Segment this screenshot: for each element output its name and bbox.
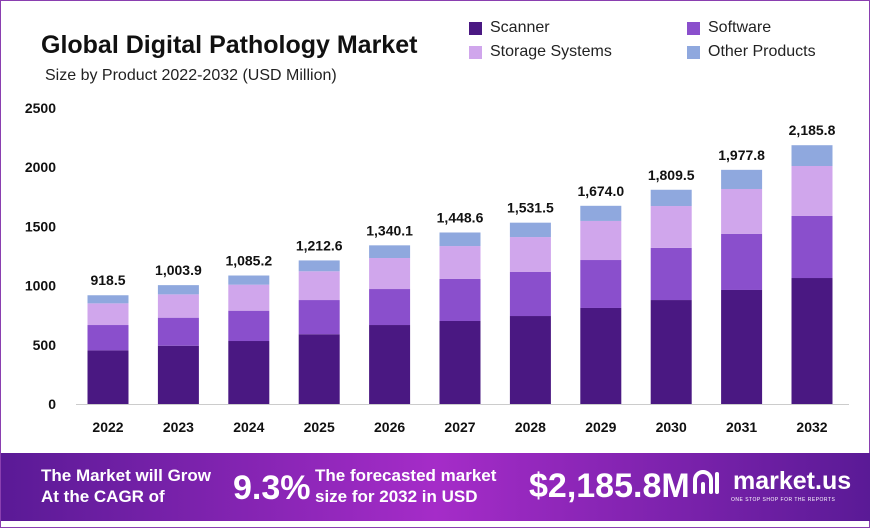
forecast-value: $2,185.8M bbox=[529, 467, 690, 505]
bar-segment-scanner bbox=[650, 300, 692, 404]
bar-segment-storage-systems bbox=[580, 220, 622, 261]
bar-segment-other-products bbox=[228, 275, 270, 285]
total-label: 1,448.6 bbox=[437, 209, 484, 225]
logo-tagline: ONE STOP SHOP FOR THE REPORTS bbox=[731, 497, 836, 503]
logo-text: market.us bbox=[733, 467, 852, 495]
bar-segment-scanner bbox=[228, 341, 270, 404]
legend-swatch bbox=[469, 45, 482, 59]
cagr-value: 9.3% bbox=[233, 469, 311, 507]
grow-text-2: At the CAGR of bbox=[41, 487, 165, 506]
x-tick-label: 2028 bbox=[515, 419, 546, 435]
legend-item: Other Products bbox=[687, 43, 847, 61]
legend-label: Other Products bbox=[708, 43, 816, 60]
bar-segment-software bbox=[228, 310, 270, 342]
x-tick-label: 2032 bbox=[796, 419, 827, 435]
x-tick-label: 2022 bbox=[92, 419, 123, 435]
legend-item: Scanner bbox=[469, 19, 687, 37]
y-tick-label: 500 bbox=[33, 337, 57, 353]
bar-segment-software bbox=[791, 215, 833, 279]
total-label: 1,977.8 bbox=[718, 147, 765, 163]
bar-segment-other-products bbox=[580, 205, 622, 221]
bar-segment-other-products bbox=[721, 169, 763, 189]
logo-icon bbox=[693, 469, 719, 494]
y-tick-label: 1000 bbox=[25, 278, 56, 294]
bar-segment-scanner bbox=[298, 334, 340, 404]
bar-segment-other-products bbox=[650, 189, 692, 207]
total-label: 1,809.5 bbox=[648, 167, 695, 183]
x-tick-label: 2030 bbox=[656, 419, 687, 435]
grow-text-1: The Market will Grow bbox=[41, 466, 212, 485]
total-label: 1,531.5 bbox=[507, 200, 554, 216]
bar-segment-software bbox=[650, 247, 692, 301]
bar-segment-storage-systems bbox=[721, 188, 763, 234]
legend-swatch bbox=[469, 21, 482, 35]
bar-segment-scanner bbox=[721, 289, 763, 404]
x-tick-label: 2025 bbox=[304, 419, 335, 435]
total-label: 1,085.2 bbox=[225, 253, 272, 269]
bar-segment-software bbox=[439, 278, 481, 322]
legend-label: Storage Systems bbox=[490, 43, 612, 60]
bar-segment-other-products bbox=[509, 222, 551, 238]
bar-segment-software bbox=[369, 289, 411, 326]
bar-segment-storage-systems bbox=[791, 166, 833, 216]
bar-segment-other-products bbox=[87, 295, 129, 304]
bar-segment-storage-systems bbox=[650, 206, 692, 248]
legend-item: Software bbox=[687, 19, 847, 37]
bar-segment-software bbox=[509, 271, 551, 317]
x-tick-label: 2031 bbox=[726, 419, 757, 435]
total-label: 1,003.9 bbox=[155, 262, 202, 278]
bar-segment-storage-systems bbox=[439, 246, 481, 279]
bar-segment-software bbox=[580, 260, 622, 308]
bar-segment-other-products bbox=[298, 260, 340, 272]
bar-segment-scanner bbox=[791, 278, 833, 404]
bar-segment-scanner bbox=[369, 325, 411, 404]
legend-label: Software bbox=[708, 19, 772, 36]
x-tick-label: 2024 bbox=[233, 419, 264, 435]
forecast-text-2: size for 2032 in USD bbox=[315, 487, 478, 506]
market-us-logo: market.us bbox=[691, 467, 851, 496]
chart-title: Global Digital Pathology Market bbox=[41, 31, 418, 59]
bar-segment-storage-systems bbox=[157, 294, 199, 318]
bar-segment-software bbox=[298, 300, 340, 335]
bar-segment-other-products bbox=[791, 145, 833, 167]
bar-segment-scanner bbox=[509, 316, 551, 404]
legend-label: Scanner bbox=[490, 19, 550, 36]
bar-segment-scanner bbox=[439, 321, 481, 404]
bar-segment-scanner bbox=[87, 350, 129, 404]
bar-segment-software bbox=[721, 233, 763, 290]
footer-banner: The Market will Grow At the CAGR of 9.3%… bbox=[1, 453, 870, 521]
total-label: 1,212.6 bbox=[296, 237, 343, 253]
y-tick-label: 2000 bbox=[25, 159, 56, 175]
total-label: 2,185.8 bbox=[789, 122, 836, 138]
stacked-bar-chart: 0 500 1000 1500 2000 2500 918.5 2022 1,003.9 2023… bbox=[25, 100, 849, 435]
forecast-text-1: The forecasted market bbox=[315, 466, 497, 485]
x-tick-label: 2023 bbox=[163, 419, 194, 435]
bar-segment-storage-systems bbox=[228, 284, 270, 311]
legend-swatch bbox=[687, 21, 700, 35]
x-tick-label: 2029 bbox=[585, 419, 616, 435]
total-label: 1,674.0 bbox=[577, 183, 624, 199]
y-tick-label: 1500 bbox=[25, 218, 56, 234]
total-label: 918.5 bbox=[90, 272, 125, 288]
chart-subtitle: Size by Product 2022-2032 (USD Million) bbox=[45, 67, 337, 84]
bar-segment-other-products bbox=[439, 232, 481, 247]
x-tick-label: 2026 bbox=[374, 419, 405, 435]
y-tick-label: 2500 bbox=[25, 100, 56, 116]
bar-segment-software bbox=[87, 325, 129, 351]
bar-segment-storage-systems bbox=[87, 303, 129, 326]
x-tick-label: 2027 bbox=[444, 419, 475, 435]
bar-segment-storage-systems bbox=[369, 258, 411, 290]
legend-swatch bbox=[687, 45, 700, 59]
bar-segment-software bbox=[157, 317, 199, 346]
bar-segment-storage-systems bbox=[509, 237, 551, 272]
bar-segment-other-products bbox=[157, 285, 199, 295]
bar-segment-storage-systems bbox=[298, 271, 340, 301]
total-label: 1,340.1 bbox=[366, 222, 413, 238]
bar-segment-scanner bbox=[157, 345, 199, 404]
y-tick-label: 0 bbox=[48, 396, 56, 412]
bar-segment-scanner bbox=[580, 307, 622, 404]
bar-segment-other-products bbox=[369, 245, 411, 259]
legend: Scanner Software Storage Systems Other Prod… bbox=[469, 19, 849, 61]
legend-item: Storage Systems bbox=[469, 43, 687, 61]
